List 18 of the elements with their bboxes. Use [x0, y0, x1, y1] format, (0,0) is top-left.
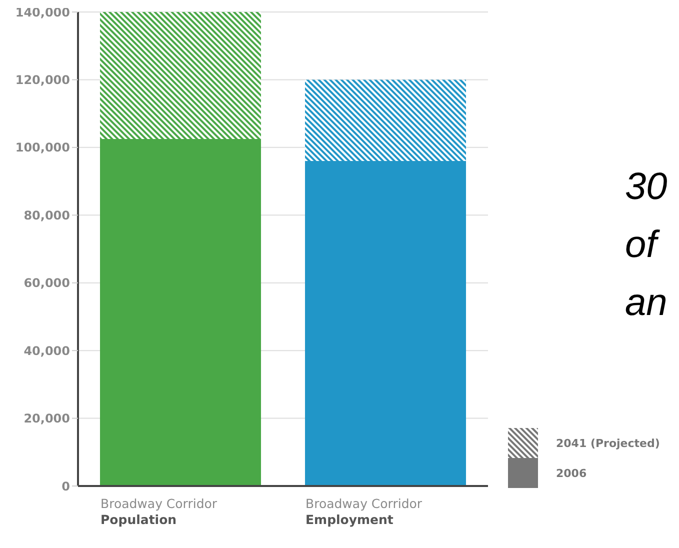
y-tick-label: 120,000 — [15, 72, 70, 87]
y-tick-label: 20,000 — [24, 412, 70, 426]
y-tick-label: 80,000 — [24, 208, 70, 222]
y-tick-label: 60,000 — [24, 276, 70, 290]
y-tick-label: 40,000 — [24, 344, 70, 358]
bar — [100, 138, 261, 486]
bar — [305, 160, 466, 486]
bar — [100, 12, 261, 139]
text: of — [625, 223, 661, 268]
y-tick-label: 0 — [62, 479, 70, 494]
text: 30 — [625, 165, 668, 210]
bar — [305, 80, 466, 161]
text: an — [625, 281, 668, 326]
text: 2006 — [556, 466, 587, 480]
x-tick-label: Broadway Corridor Population — [100, 496, 218, 527]
x-tick-label: Broadway Corridor Employment — [306, 496, 423, 527]
text: 2041 (Projected) — [556, 436, 660, 450]
y-tick-label: 100,000 — [15, 140, 70, 155]
